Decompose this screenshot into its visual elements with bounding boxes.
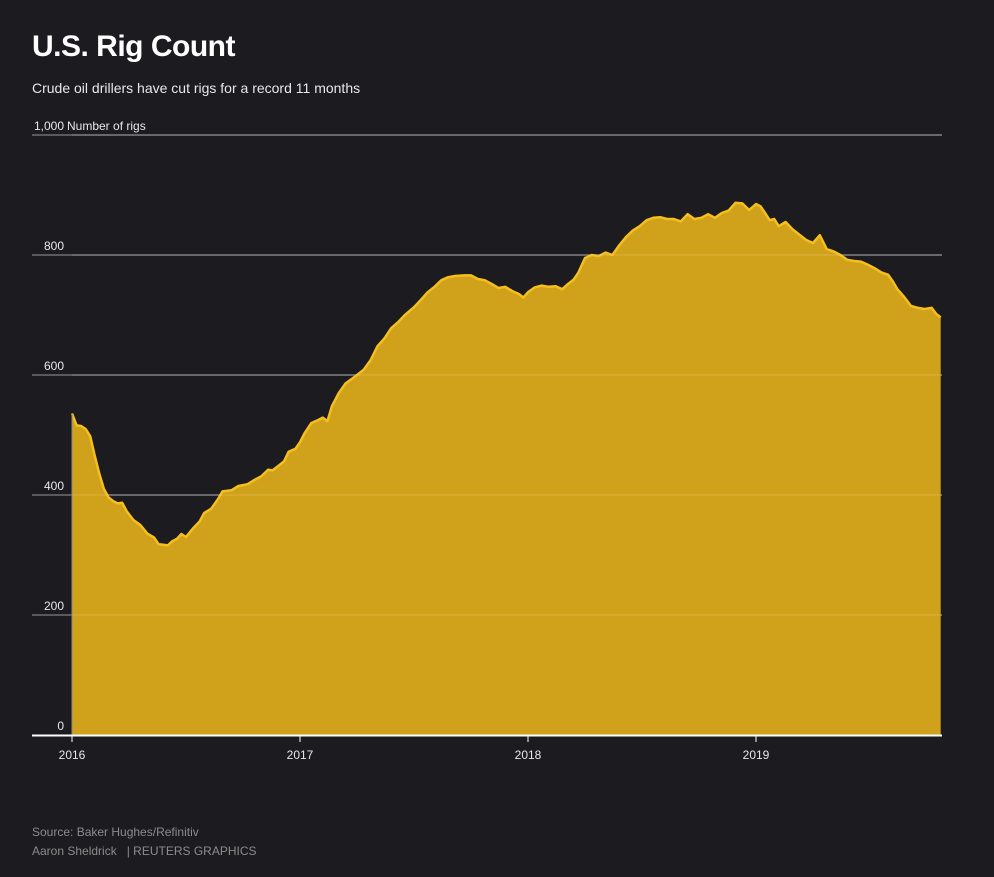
y-tick-label: 800 <box>44 239 64 253</box>
y-tick-label: 600 <box>44 359 64 373</box>
credit-line: Aaron Sheldrick | REUTERS GRAPHICS <box>32 844 257 858</box>
y-tick-labels: 0 200 400 600 800 1,000 <box>34 119 64 733</box>
y-tick-label: 0 <box>57 719 64 733</box>
gridline-overlay <box>72 134 942 616</box>
y-axis-label: Number of rigs <box>67 119 146 133</box>
y-tick-label: 1,000 <box>34 119 64 133</box>
chart-title: U.S. Rig Count <box>32 30 235 63</box>
series-area <box>72 202 941 736</box>
x-ticks: 2016 2017 2018 2019 <box>59 735 770 762</box>
y-tick-label: 400 <box>44 479 64 493</box>
x-tick-label: 2018 <box>515 748 542 762</box>
x-tick-label: 2019 <box>743 748 770 762</box>
x-tick-label: 2016 <box>59 748 86 762</box>
chart-subtitle: Crude oil drillers have cut rigs for a r… <box>32 80 361 96</box>
publisher-name: | REUTERS GRAPHICS <box>126 844 257 858</box>
y-tick-label: 200 <box>44 599 64 613</box>
x-tick-label: 2017 <box>287 748 314 762</box>
source-note: Source: Baker Hughes/Refinitiv <box>32 825 199 839</box>
author-name: Aaron Sheldrick <box>32 844 117 858</box>
series-line <box>70 201 942 547</box>
